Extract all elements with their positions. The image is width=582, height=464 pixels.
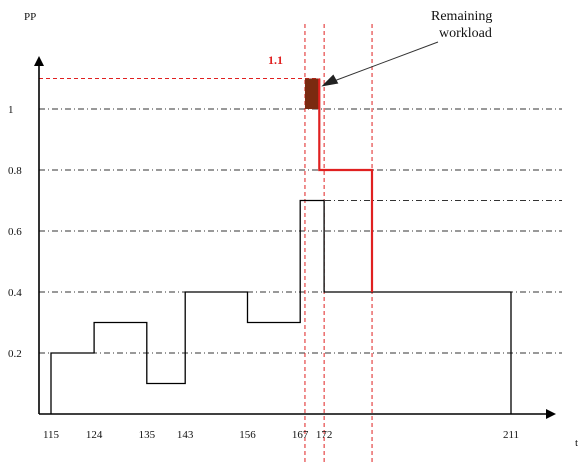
annotation-arrowhead: [321, 74, 339, 87]
x-tick-label: 124: [86, 429, 103, 441]
annotation-arrow-line: [327, 41, 439, 84]
y-axis-label: PP: [24, 11, 36, 23]
axes: [34, 41, 556, 419]
annotation-line-2: workload: [439, 26, 492, 41]
x-tick-label: 172: [316, 429, 333, 441]
annotation-line-1: Remaining: [431, 9, 492, 24]
series-line: [50, 199, 512, 414]
tick-labels: 0.2 0.4 0.6 0.8 1 115 124 135 143 156 167 172 211: [8, 104, 519, 441]
y-tick-label: 0.8: [8, 165, 22, 177]
series-line: [318, 78, 374, 292]
y-tick-label: 0.6: [8, 226, 22, 238]
x-tick-label: 211: [503, 429, 519, 441]
remaining-workload-region: [304, 78, 320, 109]
reference-value-label: 1.1: [268, 53, 283, 67]
x-tick-label: 143: [177, 429, 194, 441]
reference-lines: [39, 24, 373, 462]
y-tick-label: 1: [8, 104, 14, 116]
x-axis-arrow: [546, 409, 556, 419]
series-group: [50, 78, 512, 414]
x-tick-label: 115: [43, 429, 60, 441]
y-tick-label: 0.4: [8, 287, 22, 299]
x-tick-label: 156: [239, 429, 256, 441]
x-tick-label: 167: [292, 429, 309, 441]
x-tick-label: 135: [139, 429, 156, 441]
x-axis-label: t: [575, 437, 578, 449]
remaining-workload-area: [304, 78, 320, 109]
y-tick-label: 0.2: [8, 348, 22, 360]
y-axis-arrow: [34, 56, 44, 66]
